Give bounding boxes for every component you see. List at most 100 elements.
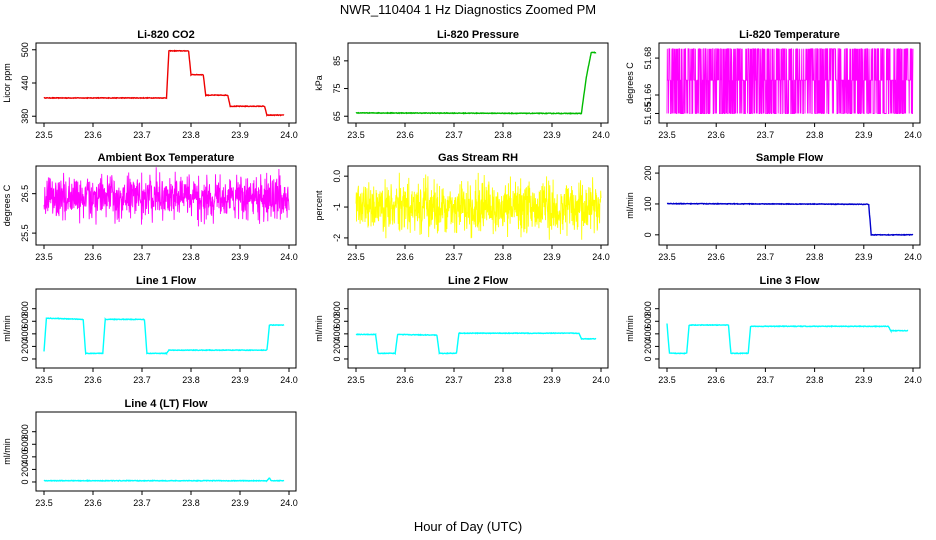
x-tick-label: 23.8 bbox=[494, 252, 512, 262]
x-tick-label: 23.6 bbox=[396, 375, 414, 385]
panel-7: Line 1 Flow ml/min 23.5 23.6 23.7 23.8 23.9 24.… bbox=[2, 275, 298, 385]
panels-group: Li-820 CO2 Licor ppm 23.5 23.6 23.7 23.8 23.9 2… bbox=[2, 29, 922, 508]
y-tick-label: 100 bbox=[643, 196, 653, 211]
figure-xlabel: Hour of Day (UTC) bbox=[414, 519, 522, 534]
x-tick-label: 23.6 bbox=[396, 130, 414, 140]
plot-frame bbox=[35, 288, 297, 369]
y-tick-label: 200 bbox=[643, 339, 653, 354]
x-tick-label: 23.7 bbox=[445, 130, 463, 140]
x-tick-label: 24.0 bbox=[904, 130, 922, 140]
x-tick-label: 23.6 bbox=[396, 252, 414, 262]
plot-frame bbox=[658, 288, 921, 369]
plot-frame bbox=[347, 288, 609, 369]
x-tick-label: 23.9 bbox=[543, 375, 561, 385]
panel-8: Line 2 Flow ml/min 23.5 23.6 23.7 23.8 23.9 24.… bbox=[314, 275, 610, 385]
x-tick-label: 23.7 bbox=[133, 252, 151, 262]
plot-frame bbox=[658, 42, 921, 124]
panel-4: Ambient Box Temperature degrees C 23.5 23.6… bbox=[2, 152, 298, 262]
x-tick-label: 23.9 bbox=[543, 252, 561, 262]
series-line bbox=[43, 317, 285, 356]
y-tick-label: 0.0 bbox=[332, 170, 342, 183]
panel-title: Line 3 Flow bbox=[760, 275, 820, 287]
x-tick-label: 23.5 bbox=[35, 375, 53, 385]
x-tick-label: 24.0 bbox=[592, 375, 610, 385]
y-tick-label: 600 bbox=[20, 437, 30, 452]
y-tick-label: 440 bbox=[20, 75, 30, 90]
y-axis-label: ml/min bbox=[314, 315, 324, 342]
x-tick-label: 23.5 bbox=[658, 375, 676, 385]
series-line bbox=[43, 49, 285, 117]
panel-title: Line 4 (LT) Flow bbox=[125, 398, 208, 410]
y-tick-label: 800 bbox=[20, 424, 30, 439]
x-tick-label: 23.6 bbox=[84, 130, 102, 140]
y-tick-label: 0 bbox=[643, 232, 653, 237]
plot-frame bbox=[35, 165, 297, 246]
x-tick-label: 23.5 bbox=[658, 130, 676, 140]
panel-1: Li-820 CO2 Licor ppm 23.5 23.6 23.7 23.8 23.9 2… bbox=[2, 29, 298, 140]
x-tick-label: 23.5 bbox=[35, 252, 53, 262]
y-tick-label: 26.5 bbox=[20, 185, 30, 203]
x-tick-label: 23.6 bbox=[84, 252, 102, 262]
plot-frame bbox=[658, 165, 921, 246]
x-tick-label: 23.7 bbox=[133, 375, 151, 385]
y-axis-label: Licor ppm bbox=[2, 63, 12, 103]
y-tick-label: 600 bbox=[643, 314, 653, 329]
y-tick-label: 25.5 bbox=[20, 224, 30, 242]
x-tick-label: 23.6 bbox=[707, 375, 725, 385]
panel-title: Ambient Box Temperature bbox=[98, 152, 235, 164]
x-tick-label: 23.7 bbox=[757, 375, 775, 385]
x-tick-label: 23.8 bbox=[806, 252, 824, 262]
y-tick-label: 200 bbox=[643, 166, 653, 181]
y-tick-label: -2 bbox=[332, 234, 342, 242]
y-axis-label: ml/min bbox=[2, 315, 12, 342]
x-tick-label: 23.9 bbox=[231, 130, 249, 140]
y-tick-label: 400 bbox=[20, 326, 30, 341]
x-tick-label: 23.7 bbox=[445, 375, 463, 385]
x-tick-label: 23.8 bbox=[182, 375, 200, 385]
x-tick-label: 23.5 bbox=[347, 252, 365, 262]
y-tick-label: 400 bbox=[20, 449, 30, 464]
x-tick-label: 23.9 bbox=[543, 130, 561, 140]
y-tick-label: 51.68 bbox=[643, 47, 653, 70]
x-tick-label: 24.0 bbox=[280, 130, 298, 140]
x-tick-label: 23.5 bbox=[658, 252, 676, 262]
x-tick-label: 23.8 bbox=[806, 375, 824, 385]
y-axis-label: ml/min bbox=[2, 438, 12, 465]
panel-title: Line 2 Flow bbox=[448, 275, 508, 287]
series-line bbox=[666, 48, 914, 114]
panel-10: Line 4 (LT) Flow ml/min 23.5 23.6 23.7 23.8 23… bbox=[2, 398, 298, 508]
panel-6: Sample Flow ml/min 23.5 23.6 23.7 23.8 23.9 24.… bbox=[625, 152, 922, 262]
x-tick-label: 23.5 bbox=[35, 130, 53, 140]
y-tick-label: 600 bbox=[332, 314, 342, 329]
panel-2: Li-820 Pressure kPa 23.5 23.6 23.7 23.8 23.9 24… bbox=[314, 29, 610, 140]
x-tick-label: 23.7 bbox=[133, 498, 151, 508]
x-tick-label: 23.5 bbox=[347, 130, 365, 140]
series-line bbox=[43, 477, 285, 483]
x-tick-label: 24.0 bbox=[592, 130, 610, 140]
y-tick-label: 75 bbox=[332, 84, 342, 94]
y-axis-label: degrees C bbox=[625, 62, 635, 104]
series-line bbox=[43, 167, 290, 227]
y-tick-label: 200 bbox=[20, 339, 30, 354]
panel-title: Li-820 CO2 bbox=[137, 29, 194, 41]
y-tick-label: 0 bbox=[643, 356, 653, 361]
x-tick-label: 23.6 bbox=[707, 130, 725, 140]
y-tick-label: 0 bbox=[20, 356, 30, 361]
y-tick-label: 65 bbox=[332, 111, 342, 121]
x-tick-label: 23.7 bbox=[445, 252, 463, 262]
y-tick-label: 400 bbox=[332, 326, 342, 341]
x-tick-label: 23.8 bbox=[182, 252, 200, 262]
x-tick-label: 24.0 bbox=[904, 375, 922, 385]
x-tick-label: 23.7 bbox=[757, 130, 775, 140]
y-tick-label: 0 bbox=[20, 479, 30, 484]
y-axis-label: kPa bbox=[314, 75, 324, 91]
x-tick-label: 24.0 bbox=[592, 252, 610, 262]
plot-frame bbox=[35, 411, 297, 492]
panel-title: Gas Stream RH bbox=[438, 152, 518, 164]
x-tick-label: 23.7 bbox=[757, 252, 775, 262]
panel-title: Line 1 Flow bbox=[136, 275, 196, 287]
y-tick-label: 600 bbox=[20, 314, 30, 329]
x-tick-label: 23.9 bbox=[231, 498, 249, 508]
x-tick-label: 23.5 bbox=[35, 498, 53, 508]
